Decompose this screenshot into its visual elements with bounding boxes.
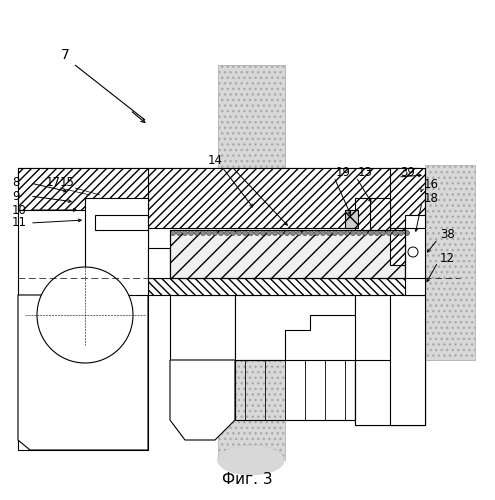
Circle shape: [225, 230, 230, 235]
Circle shape: [308, 230, 313, 235]
Circle shape: [408, 247, 418, 257]
Text: 11: 11: [12, 216, 27, 230]
Bar: [170, 230, 405, 278]
Text: 8: 8: [12, 176, 19, 190]
Circle shape: [206, 230, 211, 235]
Bar: [390, 295, 425, 425]
Polygon shape: [18, 168, 148, 210]
Circle shape: [345, 230, 349, 235]
Ellipse shape: [217, 445, 285, 475]
Polygon shape: [235, 295, 355, 360]
Circle shape: [291, 230, 296, 235]
Text: 10: 10: [12, 204, 27, 216]
Circle shape: [200, 230, 205, 235]
Circle shape: [170, 230, 176, 235]
Polygon shape: [148, 168, 420, 228]
Text: 39: 39: [400, 166, 415, 179]
Text: 18: 18: [424, 192, 439, 204]
Text: 13: 13: [358, 166, 373, 179]
Bar: [355, 360, 425, 425]
Text: 16: 16: [424, 178, 439, 192]
Circle shape: [362, 230, 367, 235]
Circle shape: [404, 230, 409, 235]
Circle shape: [356, 230, 361, 235]
Circle shape: [339, 230, 344, 235]
Polygon shape: [425, 165, 475, 360]
Text: 15: 15: [59, 176, 74, 190]
Circle shape: [266, 230, 271, 235]
Circle shape: [212, 230, 217, 235]
Circle shape: [279, 230, 284, 235]
Circle shape: [320, 230, 326, 235]
Circle shape: [37, 267, 133, 363]
Polygon shape: [148, 168, 420, 198]
Text: 38: 38: [440, 228, 455, 241]
Polygon shape: [355, 198, 390, 230]
Circle shape: [260, 230, 265, 235]
Polygon shape: [390, 228, 405, 265]
Circle shape: [218, 230, 224, 235]
Circle shape: [285, 230, 290, 235]
Bar: [18, 295, 148, 450]
Text: 9: 9: [12, 190, 19, 202]
Circle shape: [177, 230, 182, 235]
Polygon shape: [18, 295, 148, 450]
Circle shape: [189, 230, 194, 235]
Circle shape: [314, 230, 319, 235]
Circle shape: [398, 230, 403, 235]
Polygon shape: [218, 65, 285, 168]
Circle shape: [254, 230, 259, 235]
Polygon shape: [405, 215, 425, 295]
Circle shape: [393, 230, 397, 235]
Text: 7: 7: [60, 48, 69, 62]
Circle shape: [243, 230, 248, 235]
Circle shape: [195, 230, 199, 235]
Circle shape: [273, 230, 278, 235]
Polygon shape: [390, 168, 425, 228]
Bar: [170, 295, 235, 360]
Circle shape: [302, 230, 307, 235]
Text: 19: 19: [336, 166, 351, 179]
Text: 12: 12: [440, 252, 455, 264]
Circle shape: [327, 230, 332, 235]
Polygon shape: [218, 360, 285, 460]
Circle shape: [381, 230, 386, 235]
Circle shape: [387, 230, 392, 235]
Polygon shape: [345, 210, 358, 228]
Circle shape: [297, 230, 301, 235]
Polygon shape: [170, 360, 235, 440]
Circle shape: [333, 230, 338, 235]
Polygon shape: [85, 198, 148, 295]
Circle shape: [231, 230, 236, 235]
Text: 14: 14: [207, 154, 222, 166]
Text: 17: 17: [46, 176, 60, 190]
Circle shape: [237, 230, 242, 235]
Bar: [355, 295, 425, 425]
Bar: [148, 248, 170, 278]
Circle shape: [375, 230, 380, 235]
Circle shape: [350, 230, 355, 235]
Circle shape: [368, 230, 374, 235]
Polygon shape: [148, 278, 420, 295]
Circle shape: [248, 230, 253, 235]
Polygon shape: [18, 168, 148, 295]
Text: Фиг. 3: Фиг. 3: [222, 472, 272, 488]
Circle shape: [183, 230, 188, 235]
